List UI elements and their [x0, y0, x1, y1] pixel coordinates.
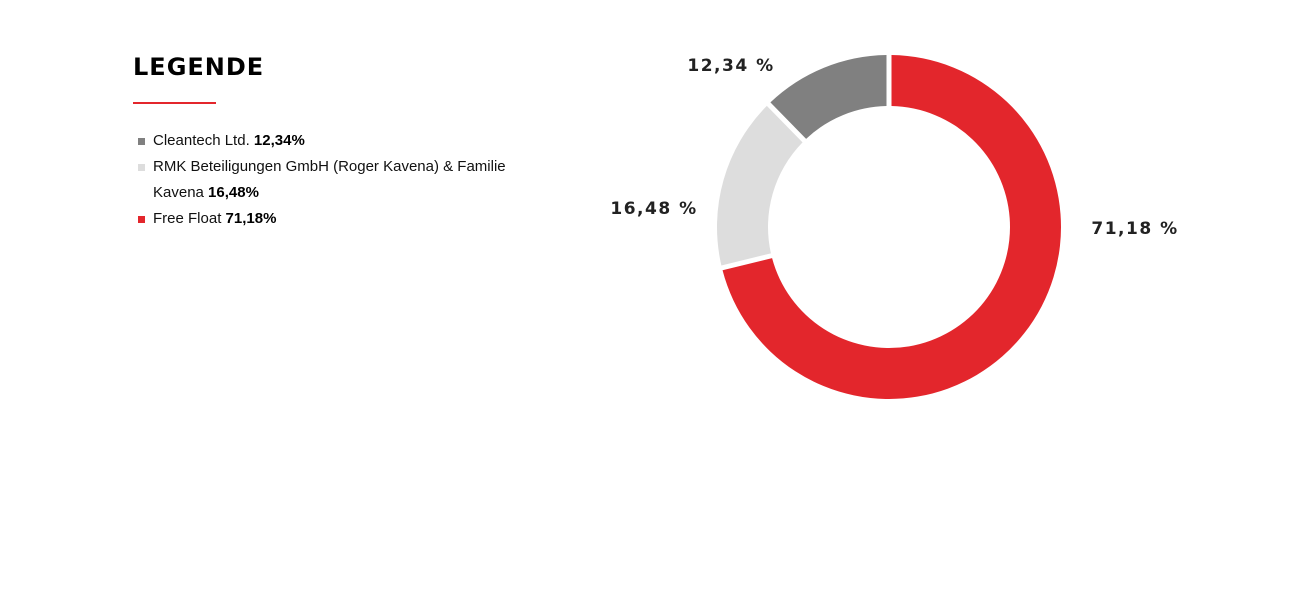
data-label-free-float: 71,18 %	[1091, 219, 1178, 239]
legend-label: Cleantech Ltd.	[153, 132, 250, 149]
legend-value: 71,18%	[225, 210, 277, 227]
data-label-cleantech: 12,34 %	[687, 56, 774, 76]
legend-value: 16,48%	[208, 184, 259, 201]
data-label-rmk: 16,48 %	[610, 199, 697, 219]
legend-title: LEGENDE	[133, 53, 265, 81]
legend-item-cleantech: Cleantech Ltd. 12,34%	[133, 128, 553, 154]
legend-swatch-rmk	[138, 164, 145, 171]
donut-slice-free-float	[722, 55, 1061, 400]
legend-value: 12,34%	[253, 132, 305, 149]
legend-item-rmk: RMK Beteiligungen GmbH (Roger Kavena) & …	[133, 154, 553, 206]
donut-slice-cleantech	[770, 55, 887, 139]
legend-divider	[133, 102, 216, 104]
legend-label: Free Float	[153, 210, 222, 227]
legend-list: Cleantech Ltd. 12,34% RMK Beteiligungen …	[133, 128, 553, 232]
legend-item-free-float: Free Float 71,18%	[133, 206, 553, 232]
donut-slice-rmk	[716, 105, 803, 266]
legend-swatch-free-float	[138, 216, 145, 223]
legend-label: RMK Beteiligungen GmbH (Roger Kavena) & …	[153, 158, 506, 201]
legend-swatch-cleantech	[138, 138, 145, 145]
legend: LEGENDE Cleantech Ltd. 12,34% RMK Beteil…	[133, 52, 553, 232]
